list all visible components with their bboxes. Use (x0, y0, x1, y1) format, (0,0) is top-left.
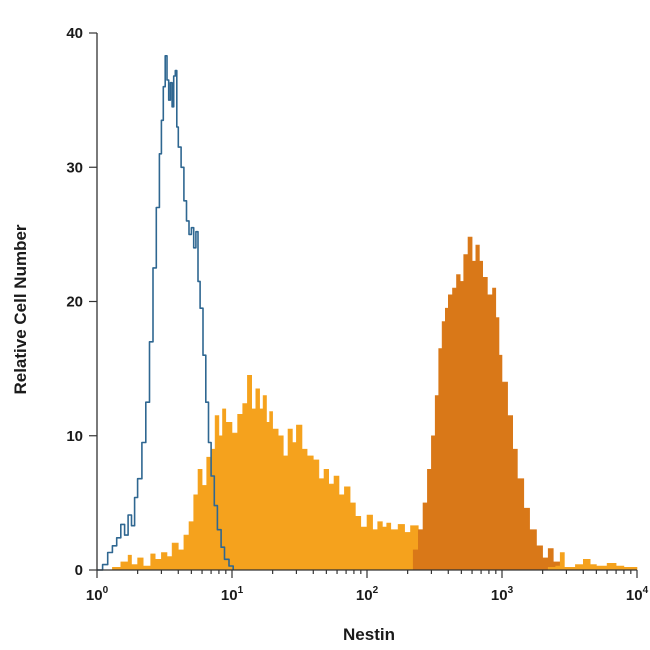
y-tick-label: 20 (66, 294, 83, 311)
x-tick-label: 101 (221, 585, 244, 604)
x-ticks: 100 101 102 103 104 (86, 570, 649, 604)
x-tick-label: 102 (356, 585, 379, 604)
x-axis-title: Nestin (343, 625, 395, 644)
series-layer (97, 55, 638, 571)
axes-layer (96, 33, 637, 571)
y-axis-title: Relative Cell Number (11, 224, 30, 394)
y-tick-label: 40 (66, 25, 83, 42)
histogram-series-2 (97, 375, 503, 571)
y-tick-label: 30 (66, 159, 83, 176)
histogram-series-3 (407, 236, 567, 571)
y-tick-label: 10 (66, 428, 83, 445)
y-ticks: 0 10 20 30 40 (66, 25, 97, 579)
x-tick-label: 100 (86, 585, 109, 604)
histogram-series-4 (542, 552, 638, 571)
x-tick-label: 103 (491, 585, 514, 604)
y-tick-label: 0 (75, 562, 83, 579)
histogram-series-1 (97, 55, 234, 571)
x-tick-label: 104 (626, 585, 649, 604)
